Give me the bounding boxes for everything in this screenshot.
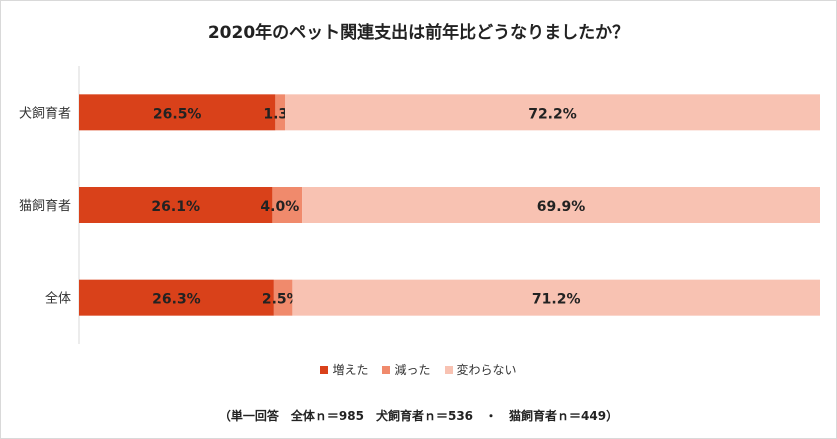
legend-item: 変わらない [444, 361, 517, 378]
bar-segment [79, 94, 276, 131]
data-label: 26.1% [151, 199, 200, 215]
bar-segment [284, 94, 820, 131]
legend-label: 減った [394, 363, 431, 377]
data-label: 4.0% [260, 199, 299, 215]
legend-label: 増えた [332, 363, 369, 377]
footnote: （単一回答 全体ｎ＝985 犬飼育者ｎ＝536 ・ 猫飼育者ｎ＝449） [218, 409, 619, 423]
data-label: 26.3% [152, 292, 201, 308]
data-label: 2.5% [262, 292, 301, 308]
category-label: 犬飼育者 [19, 105, 71, 121]
bar-segment [79, 279, 274, 316]
bar-segment [275, 94, 285, 131]
legend: 増えた 減った 変わらない [0, 361, 837, 378]
legend-label: 変わらない [456, 363, 517, 377]
data-label: 72.2% [528, 106, 577, 122]
category-label: 全体 [45, 291, 71, 307]
legend-swatch [444, 365, 453, 374]
bar-segment [79, 187, 273, 223]
category-label: 猫飼育者 [19, 198, 71, 214]
bar-segment [302, 187, 820, 223]
legend-item: 増えた [320, 361, 368, 378]
bar-segment [292, 279, 821, 316]
data-label: 71.2% [532, 292, 581, 308]
legend-item: 減った [382, 361, 431, 378]
data-label: 26.5% [153, 106, 202, 122]
chart-title: 2020年のペット関連支出は前年比どうなりましたか？ [207, 23, 630, 43]
data-label: 69.9% [537, 199, 586, 215]
bar-segment [272, 187, 303, 223]
legend-swatch [382, 365, 391, 374]
bar-segment [273, 279, 293, 316]
legend-swatch [320, 365, 329, 374]
